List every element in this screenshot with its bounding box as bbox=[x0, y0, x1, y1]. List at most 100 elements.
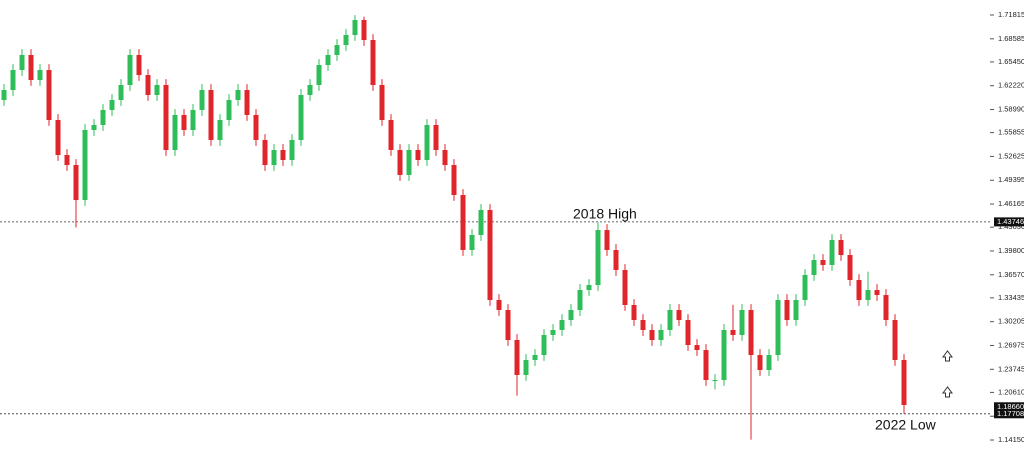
candle-body bbox=[244, 89, 250, 115]
candle-body bbox=[649, 329, 655, 340]
candle-body bbox=[595, 230, 601, 286]
candle-body bbox=[298, 95, 304, 140]
candle-body bbox=[10, 70, 16, 90]
y-tick-label: 1.49395 bbox=[998, 175, 1024, 184]
y-tick-label: 1.46165 bbox=[998, 199, 1024, 208]
candle-body bbox=[73, 165, 79, 201]
candle-body bbox=[586, 285, 592, 291]
candle-body bbox=[901, 359, 907, 406]
candle-body bbox=[847, 255, 853, 281]
arrow-icon bbox=[942, 350, 953, 398]
candle-body bbox=[91, 125, 97, 131]
y-tick-label: 1.20610 bbox=[998, 387, 1024, 396]
candle-body bbox=[388, 119, 394, 150]
candle-body bbox=[109, 100, 115, 110]
candle-body bbox=[433, 125, 439, 150]
candle-body bbox=[361, 19, 367, 41]
y-tick-label: 1.62220 bbox=[998, 81, 1024, 90]
candle-body bbox=[307, 84, 313, 96]
candle-body bbox=[694, 345, 700, 351]
y-tick-label: 1.71815 bbox=[998, 10, 1024, 19]
price-marker-bg bbox=[994, 217, 1024, 227]
candle-body bbox=[487, 209, 493, 300]
y-tick-label: 1.43030 bbox=[998, 222, 1024, 231]
candle-body bbox=[262, 139, 268, 166]
candle-body bbox=[172, 114, 178, 150]
candle-body bbox=[523, 359, 529, 376]
y-tick-label: 1.30205 bbox=[998, 317, 1024, 326]
candle-body bbox=[46, 70, 52, 120]
candle-body bbox=[514, 339, 520, 376]
candle-body bbox=[118, 84, 124, 101]
candle-body bbox=[163, 84, 169, 150]
candle-body bbox=[640, 320, 646, 330]
candle-body bbox=[820, 260, 826, 265]
y-tick-label: 1.33435 bbox=[998, 293, 1024, 302]
price-marker-label: 1.18660 bbox=[997, 402, 1024, 411]
candle-body bbox=[685, 320, 691, 346]
candle-body bbox=[343, 35, 349, 46]
candle-body bbox=[856, 280, 862, 300]
y-tick-label: 1.68585 bbox=[998, 34, 1024, 43]
candle-body bbox=[667, 310, 673, 330]
candle-body bbox=[100, 109, 106, 126]
candle-body bbox=[208, 89, 214, 140]
candle-body bbox=[622, 269, 628, 305]
candle-body bbox=[478, 209, 484, 235]
candle-body bbox=[532, 355, 538, 360]
candle-body bbox=[829, 239, 835, 265]
candle-body bbox=[235, 89, 241, 101]
candle-body bbox=[712, 380, 718, 382]
candle-body bbox=[253, 114, 259, 140]
y-tick-label: 1.26975 bbox=[998, 340, 1024, 349]
candle-body bbox=[28, 54, 34, 80]
candle-body bbox=[784, 299, 790, 321]
candle-body bbox=[469, 234, 475, 251]
candle-body bbox=[325, 54, 331, 66]
candle-body bbox=[280, 149, 286, 161]
candle-body bbox=[757, 355, 763, 370]
candle-body bbox=[811, 260, 817, 275]
candle-body bbox=[703, 350, 709, 381]
candle-body bbox=[181, 114, 187, 131]
candle-body bbox=[19, 54, 25, 71]
y-tick-label: 1.14150 bbox=[998, 435, 1024, 444]
candle-body bbox=[883, 295, 889, 321]
y-tick-label: 1.58990 bbox=[998, 105, 1024, 114]
candle-body bbox=[460, 195, 466, 251]
y-tick-label: 1.52625 bbox=[998, 151, 1024, 160]
y-tick-label: 1.36570 bbox=[998, 270, 1024, 279]
candle-body bbox=[55, 119, 61, 156]
annotation: 2022 Low bbox=[875, 417, 937, 433]
candle-body bbox=[199, 89, 205, 110]
candle-body bbox=[550, 329, 556, 335]
candle-body bbox=[397, 149, 403, 175]
price-marker-label: 1.17708 bbox=[997, 409, 1024, 418]
price-marker-bg bbox=[994, 409, 1024, 419]
candle-body bbox=[874, 290, 880, 296]
price-marker-label: 1.43746 bbox=[997, 217, 1024, 226]
candle-body bbox=[604, 230, 610, 251]
candle-body bbox=[568, 310, 574, 321]
candle-body bbox=[217, 119, 223, 140]
candle-body bbox=[541, 334, 547, 356]
candle-body bbox=[127, 54, 133, 85]
candle-body bbox=[352, 19, 358, 36]
candle-body bbox=[730, 329, 736, 335]
candle-body bbox=[370, 40, 376, 85]
candle-body bbox=[190, 109, 196, 131]
candle-body bbox=[154, 84, 160, 96]
candle-body bbox=[793, 299, 799, 321]
candle-body bbox=[892, 320, 898, 360]
candle-body bbox=[766, 355, 772, 370]
candle-body bbox=[424, 125, 430, 161]
candle-body bbox=[775, 299, 781, 356]
candle-body bbox=[577, 290, 583, 311]
candle-body bbox=[316, 65, 322, 85]
candle-body bbox=[1, 89, 7, 101]
candle-body bbox=[406, 149, 412, 175]
y-tick-label: 1.39800 bbox=[998, 246, 1024, 255]
candle-body bbox=[136, 54, 142, 76]
candle-body bbox=[226, 100, 232, 120]
